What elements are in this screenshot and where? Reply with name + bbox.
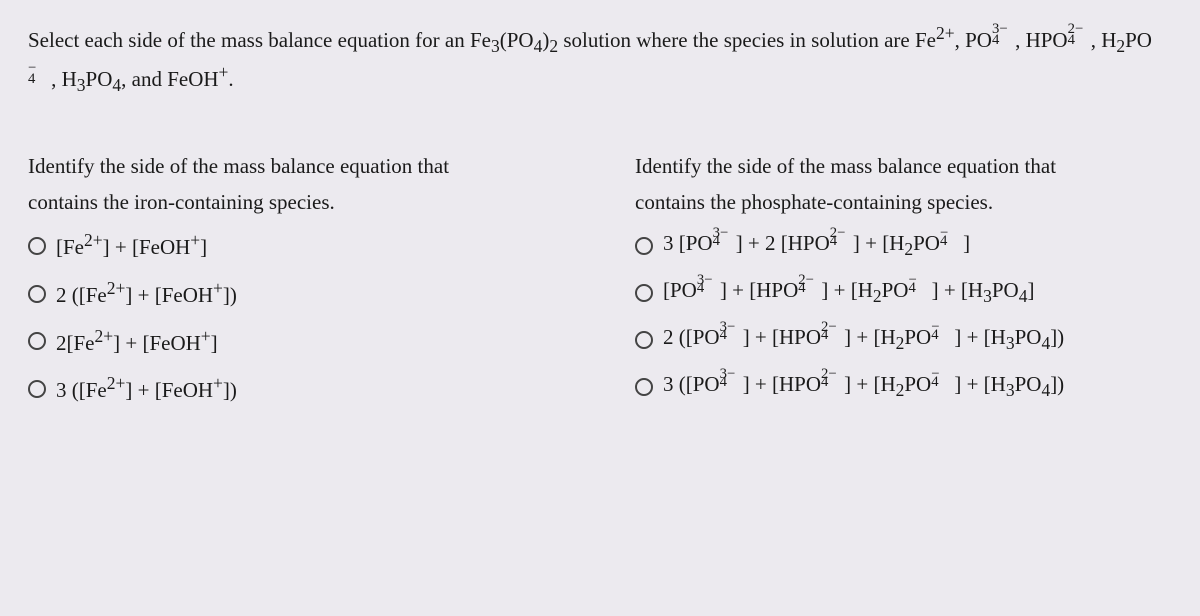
left-option-1-label: [Fe2+] + [FeOH+] [56,226,207,266]
right-column: Identify the side of the mass balance eq… [635,149,1172,409]
question-intro: Select each side of the mass balance equ… [28,20,1172,99]
intro-prefix: Select each side of the mass balance equ… [28,28,470,52]
radio-icon [635,378,653,396]
left-option-3-label: 2[Fe2+] + [FeOH+] [56,322,218,362]
left-column: Identify the side of the mass balance eq… [28,149,565,409]
radio-icon [635,331,653,349]
right-option-2[interactable]: [PO3−4] + [HPO2−4] + [H2PO−4] + [H3PO4] [635,273,1172,312]
right-prompt-line1: Identify the side of the mass balance eq… [635,154,1056,178]
intro-compound: Fe3(PO4)2 [470,28,558,52]
right-option-3-label: 2 ([PO3−4] + [HPO2−4] + [H2PO−4] + [H3PO… [663,320,1064,359]
left-option-4-label: 3 ([Fe2+] + [FeOH+]) [56,369,237,409]
right-options: 3 [PO3−4] + 2 [HPO2−4] + [H2PO−4] [PO3−4… [635,226,1172,406]
radio-icon [28,237,46,255]
right-option-1-label: 3 [PO3−4] + 2 [HPO2−4] + [H2PO−4] [663,226,970,265]
left-option-2-label: 2 ([Fe2+] + [FeOH+]) [56,274,237,314]
left-prompt-line2: contains the iron-containing species. [28,190,335,214]
left-options: [Fe2+] + [FeOH+] 2 ([Fe2+] + [FeOH+]) 2[… [28,226,565,409]
left-prompt-line1: Identify the side of the mass balance eq… [28,154,449,178]
left-option-1[interactable]: [Fe2+] + [FeOH+] [28,226,565,266]
left-option-3[interactable]: 2[Fe2+] + [FeOH+] [28,322,565,362]
right-prompt-line2: contains the phosphate-containing specie… [635,190,993,214]
left-prompt: Identify the side of the mass balance eq… [28,149,565,220]
left-option-2[interactable]: 2 ([Fe2+] + [FeOH+]) [28,274,565,314]
radio-icon [635,237,653,255]
radio-icon [28,380,46,398]
right-option-4[interactable]: 3 ([PO3−4] + [HPO2−4] + [H2PO−4] + [H3PO… [635,367,1172,406]
right-option-2-label: [PO3−4] + [HPO2−4] + [H2PO−4] + [H3PO4] [663,273,1034,312]
radio-icon [28,332,46,350]
left-option-4[interactable]: 3 ([Fe2+] + [FeOH+]) [28,369,565,409]
right-prompt: Identify the side of the mass balance eq… [635,149,1172,220]
right-option-4-label: 3 ([PO3−4] + [HPO2−4] + [H2PO−4] + [H3PO… [663,367,1064,406]
question-container: Select each side of the mass balance equ… [0,0,1200,616]
right-option-1[interactable]: 3 [PO3−4] + 2 [HPO2−4] + [H2PO−4] [635,226,1172,265]
radio-icon [635,284,653,302]
columns: Identify the side of the mass balance eq… [28,149,1172,409]
intro-middle: solution where the species in solution a… [558,28,915,52]
right-option-3[interactable]: 2 ([PO3−4] + [HPO2−4] + [H2PO−4] + [H3PO… [635,320,1172,359]
radio-icon [28,285,46,303]
